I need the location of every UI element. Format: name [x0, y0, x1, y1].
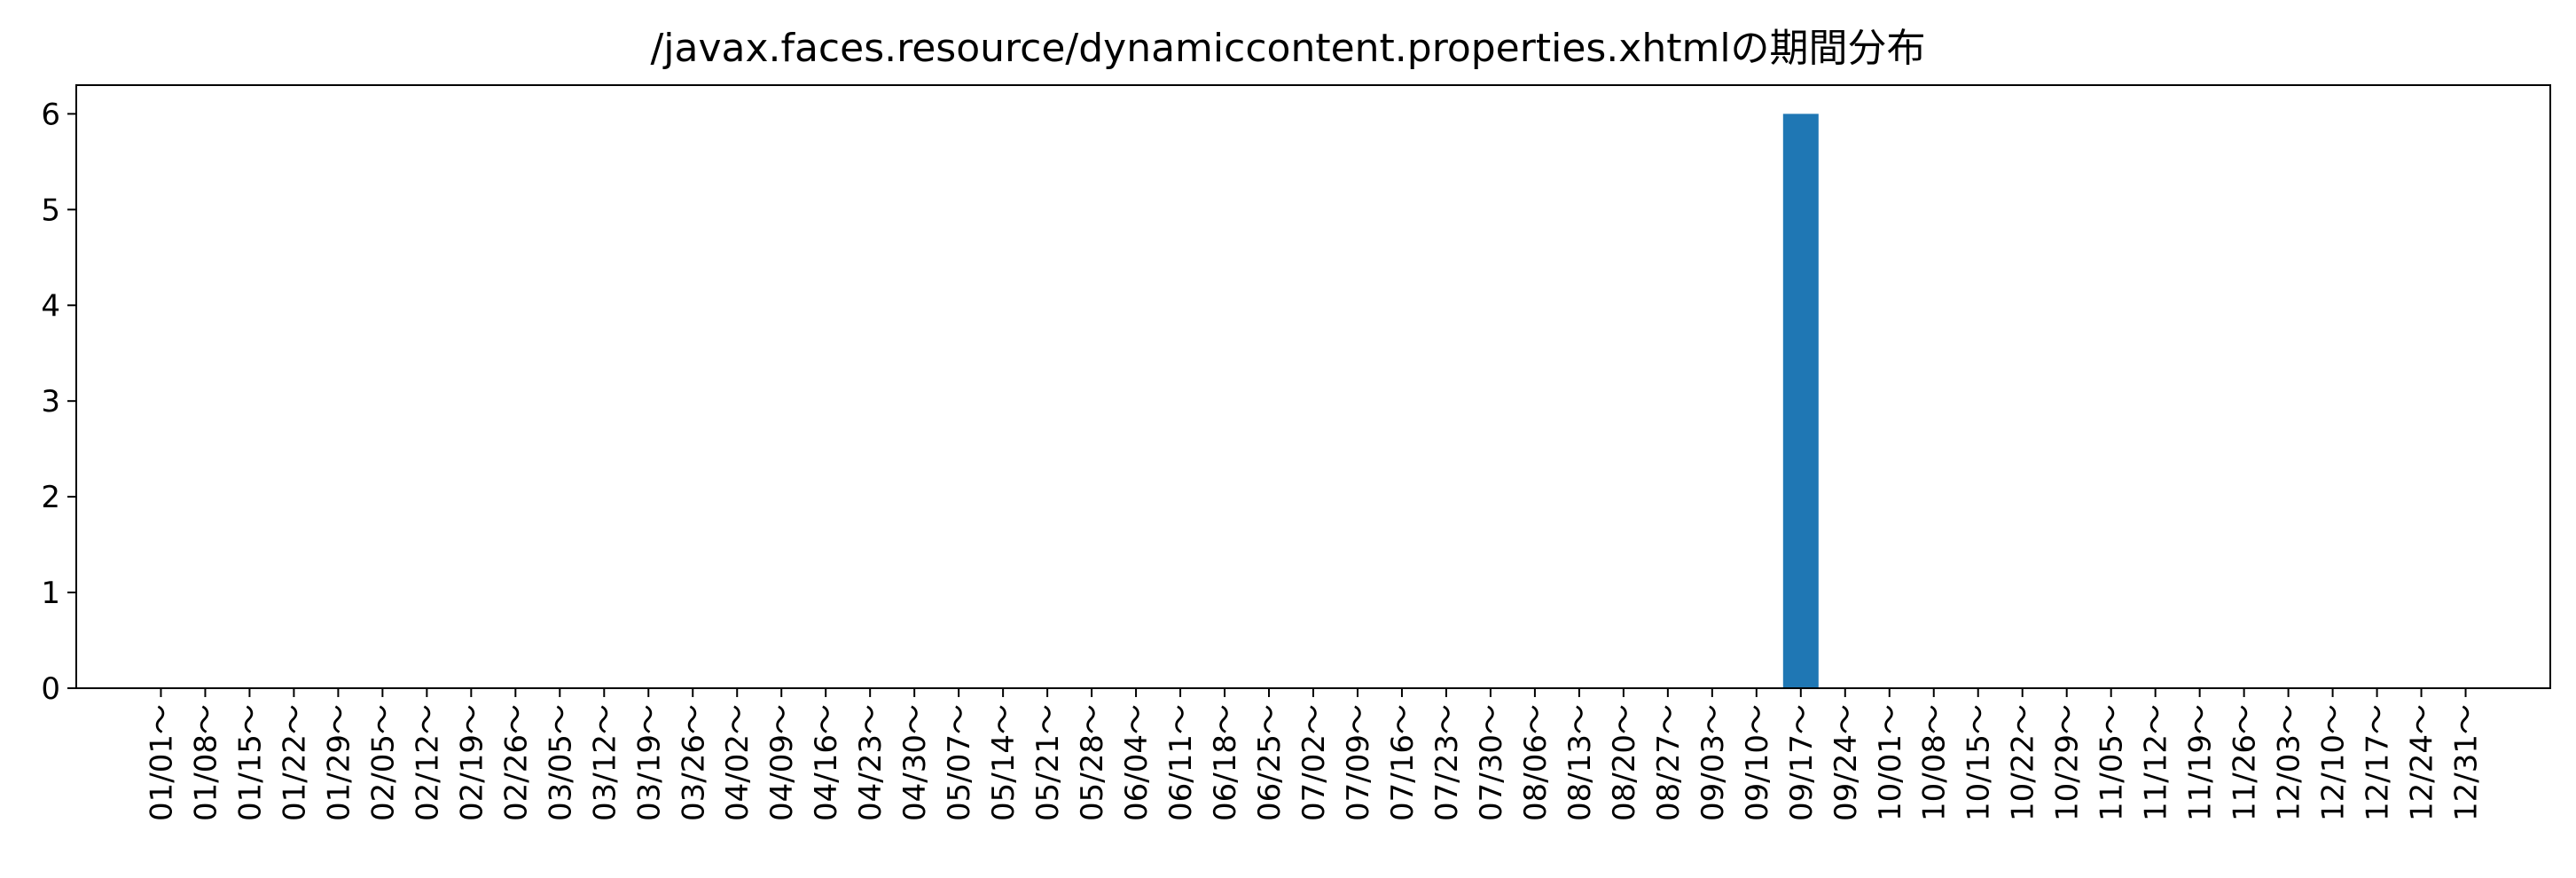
x-tick-label: 08/27～: [1651, 704, 1687, 821]
x-tick-label: 07/23～: [1429, 704, 1465, 821]
x-tick-label: 03/12～: [587, 704, 622, 821]
x-tick-label: 06/18～: [1208, 704, 1243, 821]
x-tick-label: 07/16～: [1385, 704, 1421, 821]
x-tick-label: 10/01～: [1873, 704, 1908, 821]
x-tick-label: 09/10～: [1740, 704, 1775, 821]
x-tick-label: 01/08～: [188, 704, 223, 821]
x-tick-label: 10/08～: [1917, 704, 1953, 821]
x-tick-label: 10/15～: [1961, 704, 1997, 821]
y-tick-label: 5: [41, 192, 60, 228]
x-tick-label: 01/22～: [277, 704, 312, 821]
x-tick-label: 09/03～: [1695, 704, 1731, 821]
x-tick-label: 09/17～: [1784, 704, 1820, 821]
x-tick-label: 01/01～: [144, 704, 179, 821]
x-tick-label: 01/15～: [232, 704, 268, 821]
x-tick-label: 05/21～: [1030, 704, 1066, 821]
x-tick-label: 06/25～: [1252, 704, 1288, 821]
x-tick-label: 04/02～: [720, 704, 756, 821]
x-tick-label: 08/06～: [1518, 704, 1554, 821]
x-tick-label: 04/30～: [897, 704, 933, 821]
x-tick-label: 03/26～: [676, 704, 711, 821]
x-tick-label: 02/05～: [365, 704, 401, 821]
x-tick-label: 10/29～: [2050, 704, 2086, 821]
x-tick-label: 07/30～: [1474, 704, 1509, 821]
x-tick-label: 02/26～: [498, 704, 534, 821]
x-tick-label: 11/19～: [2183, 704, 2219, 821]
plot-frame: [75, 84, 2551, 689]
x-tick-label: 11/12～: [2139, 704, 2174, 821]
x-tick-label: 08/13～: [1562, 704, 1598, 821]
x-tick-label: 03/19～: [631, 704, 667, 821]
x-tick-label: 02/19～: [454, 704, 489, 821]
x-tick-label: 12/10～: [2316, 704, 2352, 821]
x-tick-label: 03/05～: [543, 704, 578, 821]
x-tick-label: 05/28～: [1075, 704, 1110, 821]
x-tick-label: 11/26～: [2228, 704, 2263, 821]
x-tick-label: 02/12～: [410, 704, 445, 821]
x-tick-label: 07/02～: [1296, 704, 1332, 821]
x-tick-label: 06/11～: [1163, 704, 1199, 821]
x-tick-label: 12/17～: [2361, 704, 2396, 821]
x-tick-label: 04/23～: [853, 704, 889, 821]
x-tick-label: 09/24～: [1828, 704, 1864, 821]
x-tick-label: 05/14～: [986, 704, 1022, 821]
x-tick-label: 12/24～: [2405, 704, 2440, 821]
bar: [1782, 114, 1819, 688]
x-tick-label: 05/07～: [942, 704, 977, 821]
x-tick-label: 11/05～: [2094, 704, 2130, 821]
x-tick-label: 08/20～: [1607, 704, 1642, 821]
y-tick-label: 1: [41, 576, 60, 611]
x-tick-label: 07/09～: [1341, 704, 1376, 821]
x-tick-label: 04/09～: [764, 704, 800, 821]
y-tick-label: 6: [41, 97, 60, 132]
chart-title: /javax.faces.resource/dynamiccontent.pro…: [650, 26, 1926, 71]
x-tick-label: 04/16～: [809, 704, 844, 821]
y-tick-label: 4: [41, 288, 60, 324]
y-tick-label: 3: [41, 384, 60, 419]
bars: [1782, 114, 1819, 688]
y-tick-label: 2: [41, 480, 60, 515]
y-axis-ticks: 0 1 2 3 4 5 6: [41, 97, 76, 707]
y-tick-label: 0: [41, 671, 60, 707]
x-tick-label: 01/29～: [321, 704, 356, 821]
x-tick-label: 06/04～: [1119, 704, 1155, 821]
x-tick-label: 12/03～: [2272, 704, 2307, 821]
x-tick-label: 12/31～: [2449, 704, 2485, 821]
x-axis-ticks: 01/01～ 01/08～ 01/15～ 01/22～ 01/29～ 02/05～ 02/1…: [144, 688, 2485, 821]
x-tick-label: 10/22～: [2006, 704, 2041, 821]
